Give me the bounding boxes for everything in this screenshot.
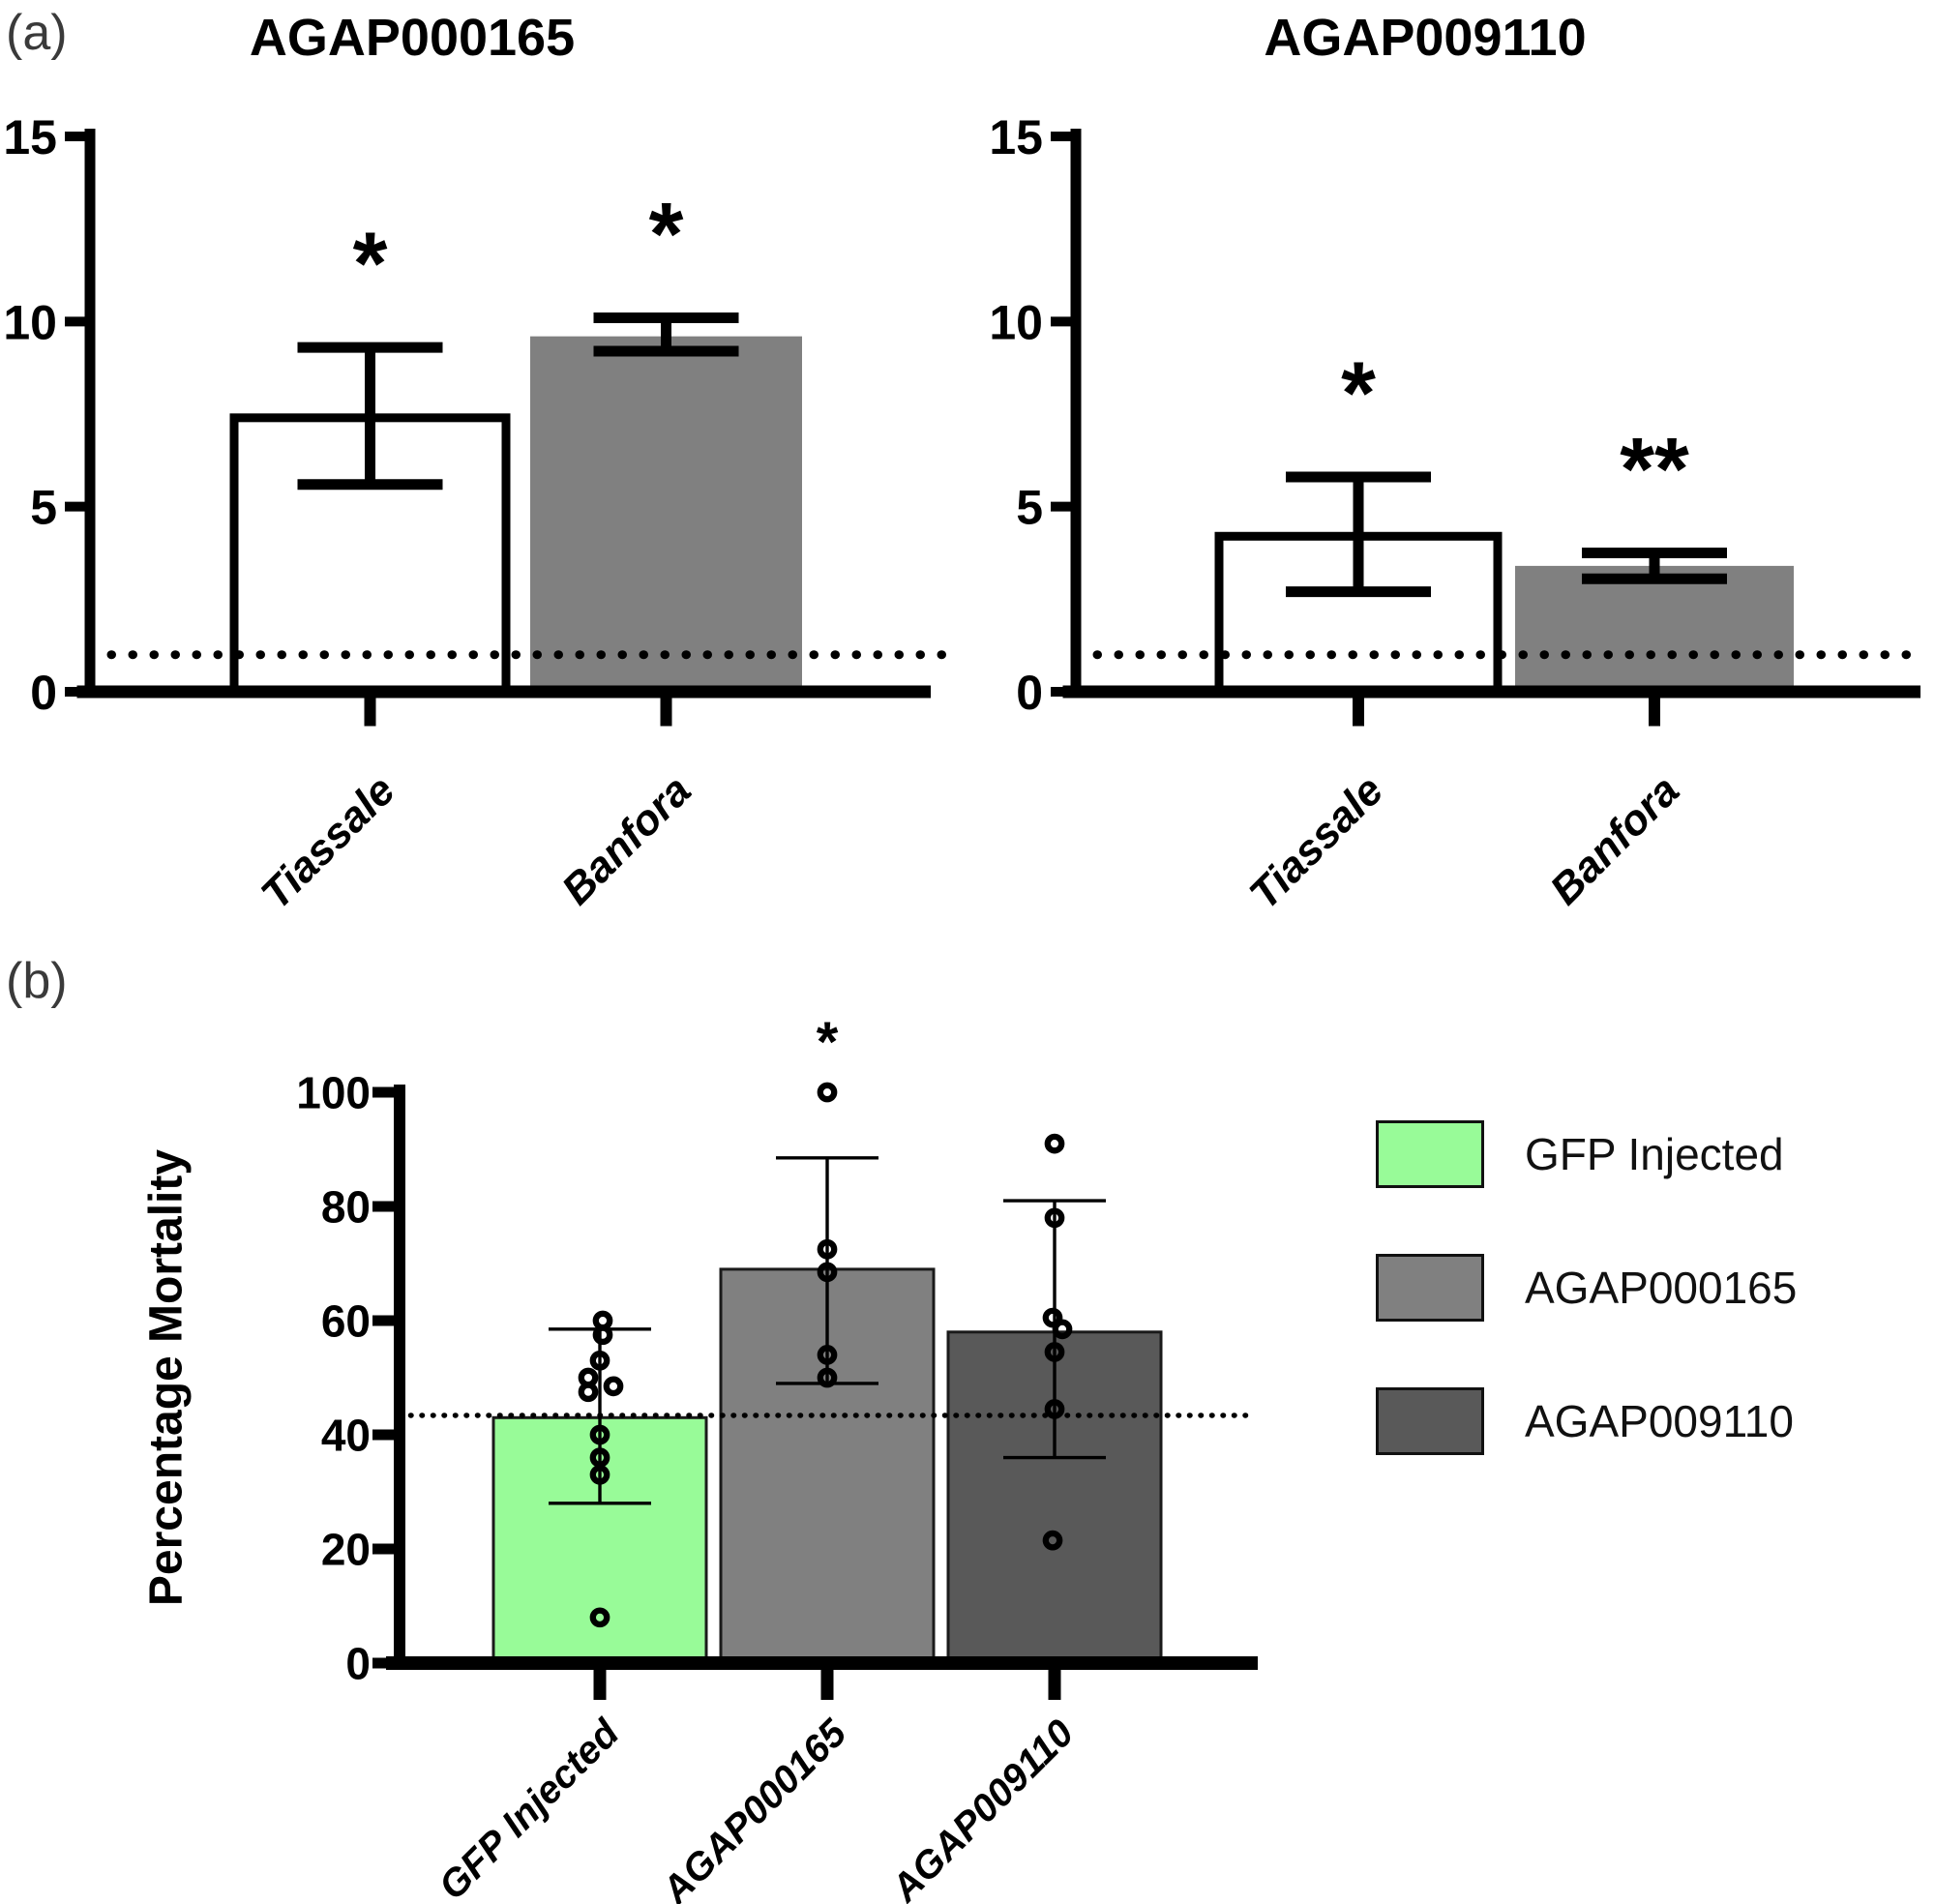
legend-swatch-gfp: [1376, 1120, 1484, 1188]
data-point: [603, 1376, 624, 1397]
error-bar-tiassale: [297, 342, 443, 491]
y-tick-label: 10: [3, 295, 57, 349]
data-point: [817, 1262, 838, 1283]
data-point: [817, 1345, 838, 1365]
data-point: [589, 1447, 610, 1468]
data-point: [1042, 1530, 1063, 1551]
data-point: [589, 1464, 610, 1485]
y-tick-label: 60: [321, 1296, 371, 1347]
y-tick-label: 10: [989, 295, 1043, 349]
x-category-label: Tiassale: [1240, 766, 1392, 918]
significance-star: *: [649, 186, 684, 284]
legend-swatch-agap009110: [1376, 1387, 1484, 1455]
y-tick-label: 100: [296, 1068, 371, 1118]
legend-item-agap009110: AGAP009110: [1376, 1387, 1797, 1455]
data-point: [589, 1424, 610, 1445]
x-category-label: AGAP009110: [883, 1711, 1083, 1904]
y-tick-label: 15: [3, 110, 57, 164]
axes: [386, 1085, 1258, 1670]
legend: GFP Injected AGAP000165 AGAP009110: [1376, 1120, 1797, 1521]
legend-swatch-agap000165: [1376, 1254, 1484, 1322]
axes: [1062, 129, 1920, 699]
chart-a-right-title: AGAP009110: [1264, 9, 1587, 67]
data-point: [589, 1350, 610, 1371]
legend-label-agap000165: AGAP000165: [1525, 1263, 1798, 1313]
x-category-label: AGAP000165: [653, 1711, 854, 1904]
data-point: [1044, 1207, 1065, 1229]
chart-b: * 0 20 40 60 80 100 GFP Injected AGAP000165 AGAP0…: [296, 1011, 1258, 1904]
y-tick-label: 0: [1016, 666, 1043, 720]
data-point: [589, 1607, 610, 1628]
x-category-label: Banfora: [552, 766, 700, 913]
y-tick-label: 0: [345, 1639, 371, 1689]
panel-b-letter: (b): [6, 953, 68, 1009]
y-tick-label: 5: [1016, 481, 1043, 535]
significance-star: *: [817, 1011, 839, 1074]
chart-a-left: * * 0 5 10 15 Tiassale Banfora: [3, 110, 948, 918]
error-bar-banfora: [593, 312, 739, 357]
data-point: [578, 1382, 599, 1403]
x-category-label: Tiassale: [253, 766, 404, 918]
significance-star: *: [353, 215, 388, 313]
x-category-label: GFP Injected: [431, 1711, 628, 1904]
data-point: [817, 1082, 838, 1103]
significance-star: **: [1620, 421, 1689, 520]
data-point: [817, 1238, 838, 1260]
axes: [76, 129, 931, 699]
panel-a-letter: (a): [6, 5, 68, 61]
legend-label-agap009110: AGAP009110: [1525, 1396, 1794, 1446]
data-point: [1044, 1342, 1065, 1362]
legend-item-agap000165: AGAP000165: [1376, 1254, 1797, 1322]
bar-banfora: [1515, 565, 1794, 692]
y-tick-label: 0: [30, 666, 57, 720]
x-category-label: Banfora: [1541, 766, 1688, 913]
y-tick-label: 15: [989, 110, 1043, 164]
data-point: [1044, 1399, 1065, 1419]
data-point: [817, 1367, 838, 1388]
panel-b-y-axis-title: Percentage Mortality: [140, 1148, 193, 1607]
significance-star: *: [1341, 344, 1376, 443]
y-tick-label: 5: [30, 481, 57, 535]
data-point: [1052, 1319, 1073, 1340]
error-bar-banfora: [1582, 548, 1727, 584]
data-point: [592, 1324, 613, 1346]
data-point: [1042, 1307, 1063, 1328]
y-tick-label: 20: [321, 1525, 371, 1575]
data-point: [1044, 1133, 1065, 1154]
y-tick-label: 80: [321, 1182, 371, 1233]
bar-banfora: [530, 336, 802, 692]
legend-item-gfp: GFP Injected: [1376, 1120, 1797, 1188]
y-tick-label: 40: [321, 1411, 371, 1461]
error-bar-tiassale: [1286, 471, 1431, 598]
legend-label-gfp: GFP Injected: [1525, 1129, 1784, 1179]
chart-a-left-title: AGAP000165: [249, 9, 576, 67]
